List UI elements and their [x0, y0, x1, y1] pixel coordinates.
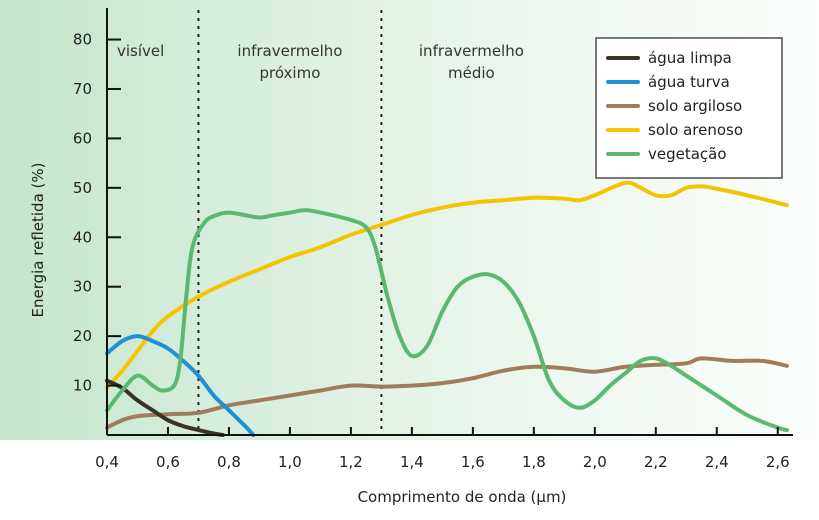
legend-label-2: água turva [648, 73, 730, 91]
y-tick-label-30: 30 [73, 278, 92, 296]
x-tick-label-1: 0,6 [156, 453, 180, 471]
legend-label-4: solo arenoso [648, 121, 743, 139]
region-label-2-line-2: próximo [259, 64, 320, 82]
legend-label-5: vegetação [648, 145, 727, 163]
y-tick-label-70: 70 [73, 80, 92, 98]
x-tick-label-5: 1,4 [400, 453, 424, 471]
series-line-5 [105, 208, 789, 433]
x-axis-title: Comprimento de onda (µm) [358, 488, 567, 506]
x-tick-label-9: 2,2 [644, 453, 668, 471]
legend-label-1: água limpa [648, 49, 732, 67]
x-tick-label-0: 0,4 [95, 453, 119, 471]
x-tick-label-2: 0,8 [217, 453, 241, 471]
region-label-3-line-2: médio [448, 64, 495, 82]
region-label-3-line-1: infravermelho [419, 42, 524, 60]
x-tick-label-3: 1,0 [278, 453, 302, 471]
region-label-2-line-1: infravermelho [237, 42, 342, 60]
series-line-4 [105, 180, 789, 390]
x-tick-label-4: 1,2 [339, 453, 363, 471]
y-tick-label-40: 40 [73, 228, 92, 246]
x-tick-label-7: 1,8 [522, 453, 546, 471]
y-tick-label-50: 50 [73, 179, 92, 197]
y-tick-label-10: 10 [73, 377, 92, 395]
x-tick-label-8: 2,0 [583, 453, 607, 471]
x-tick-label-10: 2,4 [705, 453, 729, 471]
legend-label-3: solo argiloso [648, 97, 742, 115]
region-label-1-line-1: visível [117, 42, 164, 60]
series-line-2 [105, 334, 256, 437]
x-tick-label-11: 2,6 [766, 453, 790, 471]
x-tick-label-6: 1,6 [461, 453, 485, 471]
y-tick-label-80: 80 [73, 31, 92, 49]
y-tick-label-60: 60 [73, 129, 92, 147]
series-line-3 [105, 356, 789, 430]
series-line-1 [105, 378, 225, 437]
y-axis-title: Energia refletida (%) [29, 163, 47, 318]
y-tick-label-20: 20 [73, 327, 92, 345]
